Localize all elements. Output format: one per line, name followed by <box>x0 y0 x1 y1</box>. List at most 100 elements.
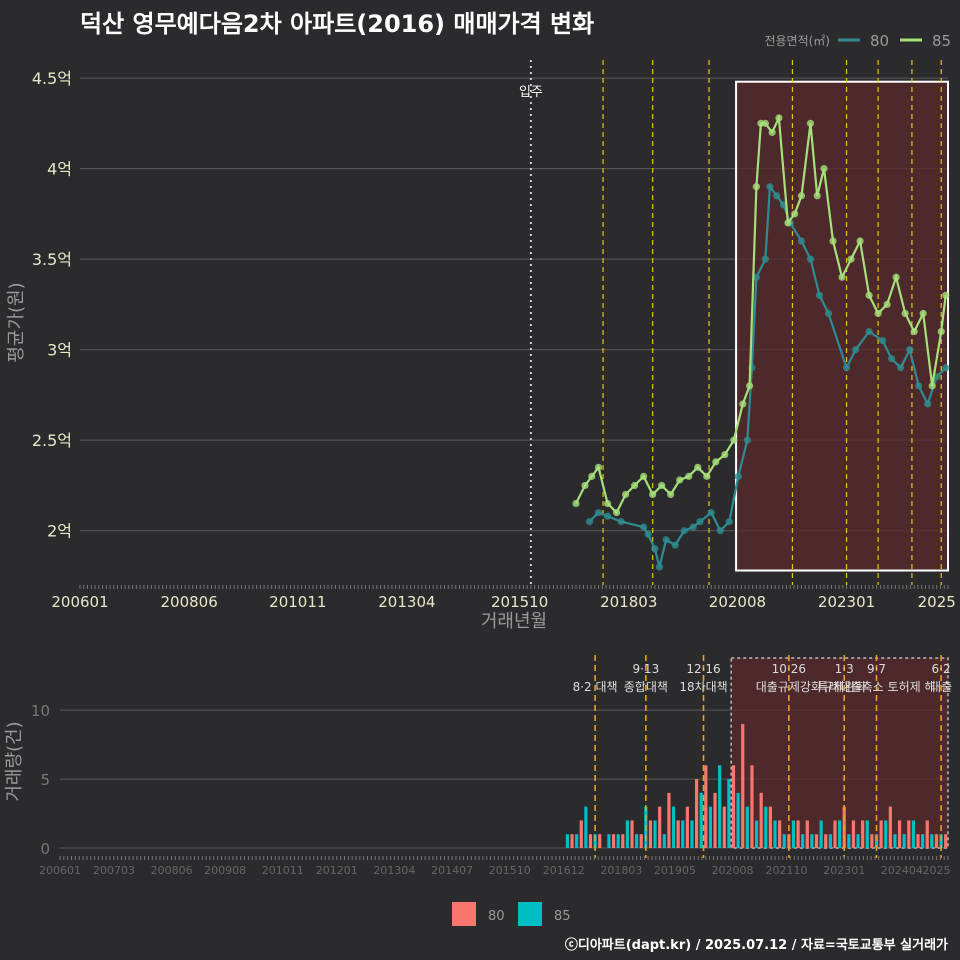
volume-bar-80 <box>621 834 625 848</box>
series-point-80 <box>797 237 806 245</box>
price-x-tick-label: 201803 <box>600 593 657 611</box>
series-point-80 <box>594 508 603 517</box>
series-point-80 <box>879 337 887 345</box>
policy-name-label: 특례대출축소 토허제 해 <box>817 680 935 694</box>
volume-y-axis-title: 거래량(건) <box>4 721 25 801</box>
series-point-80 <box>815 291 824 299</box>
policy-date-label: 9·13 <box>632 662 659 676</box>
volume-bar-80 <box>741 723 745 848</box>
volume-x-tick-label: 201803 <box>600 864 642 877</box>
series-point-85 <box>581 481 589 490</box>
series-point-80 <box>734 472 742 480</box>
volume-bar-80 <box>759 792 763 848</box>
series-point-85 <box>572 499 580 508</box>
volume-legend-swatch-80 <box>452 902 476 926</box>
volume-x-tick-label: 202110 <box>766 864 808 877</box>
volume-x-tick-label: 200908 <box>204 864 246 877</box>
series-point-80 <box>942 364 950 372</box>
volume-bar-85 <box>616 834 620 848</box>
volume-x-tick-label: 200703 <box>93 864 135 877</box>
volume-bar-80 <box>588 834 593 848</box>
chart-title: 덕산 영무예다음2차 아파트(2016) 매매가격 변화 <box>80 10 595 38</box>
series-point-85 <box>746 382 754 390</box>
series-point-85 <box>712 458 720 466</box>
price-x-tick-label: 2025 <box>918 593 956 611</box>
volume-bar-80 <box>676 820 680 848</box>
volume-bar-85 <box>745 806 749 848</box>
volume-bar-80 <box>787 834 791 848</box>
volume-bar-85 <box>884 820 888 848</box>
series-point-85 <box>865 291 873 299</box>
policy-date-label: 6·2 <box>932 662 951 676</box>
price-y-tick-label: 3억 <box>47 341 72 360</box>
series-point-85 <box>752 183 760 191</box>
series-point-80 <box>644 530 652 538</box>
series-point-85 <box>937 327 945 336</box>
series-point-80 <box>824 309 833 318</box>
policy-date-label: 1·3 <box>835 662 854 676</box>
volume-bar-85 <box>847 834 851 848</box>
series-point-80 <box>897 364 905 372</box>
series-point-85 <box>631 481 639 490</box>
series-point-85 <box>603 499 612 508</box>
series-point-85 <box>594 463 603 471</box>
series-point-85 <box>784 219 792 227</box>
volume-bar-80 <box>833 820 837 848</box>
series-point-80 <box>865 327 873 336</box>
series-point-80 <box>603 512 612 520</box>
series-point-80 <box>640 523 648 531</box>
volume-bar-80 <box>934 834 939 848</box>
volume-bar-80 <box>639 834 643 848</box>
series-point-80 <box>617 518 625 526</box>
policy-name-label: 규제완화 <box>822 680 866 694</box>
volume-bar-85 <box>874 834 879 848</box>
series-point-85 <box>919 309 927 318</box>
series-point-80 <box>716 527 724 535</box>
volume-bar-80 <box>805 820 809 848</box>
volume-bar-80 <box>667 792 671 848</box>
price-x-tick-label: 202008 <box>709 593 766 611</box>
volume-bar-85 <box>930 834 934 848</box>
volume-bar-80 <box>879 820 883 848</box>
volume-bar-85 <box>575 834 579 848</box>
series-point-85 <box>768 128 776 137</box>
price-y-tick-label: 2.5억 <box>32 431 72 450</box>
move-in-label: 입주 <box>519 85 543 100</box>
series-point-85 <box>622 490 630 499</box>
volume-bar-80 <box>925 820 929 848</box>
series-point-80 <box>585 518 594 526</box>
series-point-85 <box>928 382 936 390</box>
series-point-85 <box>856 237 864 245</box>
legend-label-80: 80 <box>870 32 889 50</box>
series-point-85 <box>775 114 783 122</box>
volume-bar-85 <box>810 834 814 848</box>
volume-bar-80 <box>814 834 819 848</box>
volume-bar-85 <box>902 834 906 848</box>
policy-name-label: 18차대책 <box>679 679 727 694</box>
series-point-80 <box>906 346 914 354</box>
volume-x-tick-label: 2025 <box>922 864 950 877</box>
volume-bar-80 <box>685 806 689 848</box>
volume-bar-80 <box>579 820 583 848</box>
volume-bar-80 <box>870 834 874 848</box>
series-point-80 <box>680 527 688 535</box>
volume-bar-85 <box>893 834 897 848</box>
price-x-tick-label: 202301 <box>818 593 875 611</box>
series-point-85 <box>942 291 950 299</box>
volume-bar-80 <box>750 765 754 848</box>
series-point-85 <box>883 300 891 308</box>
volume-bar-85 <box>699 792 703 848</box>
volume-bar-85 <box>865 820 869 848</box>
series-point-80 <box>806 255 815 263</box>
volume-legend-label-85: 85 <box>554 909 571 924</box>
series-point-80 <box>752 273 760 281</box>
volume-bar-80 <box>907 820 911 848</box>
series-point-85 <box>739 400 747 408</box>
volume-bar-85 <box>801 834 805 848</box>
series-point-85 <box>640 472 648 480</box>
volume-x-tick-label: 201510 <box>489 864 531 877</box>
legend-label-85: 85 <box>932 32 951 50</box>
volume-x-tick-label: 202301 <box>823 864 865 877</box>
volume-y-tick-label: 0 <box>40 840 50 858</box>
volume-x-tick-label: 201905 <box>654 864 696 877</box>
